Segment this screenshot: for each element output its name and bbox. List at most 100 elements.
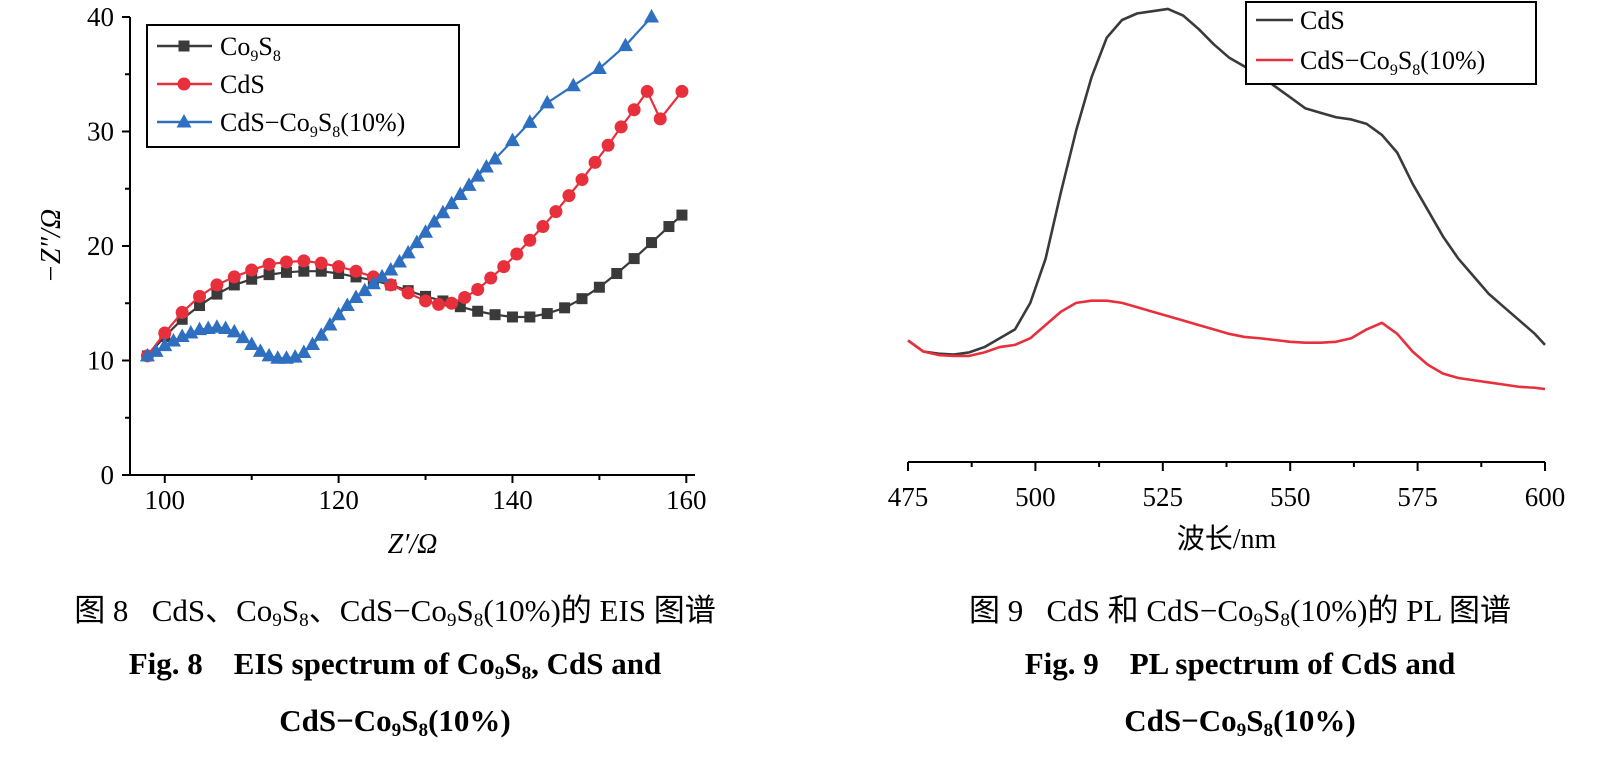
data-point-legend bbox=[178, 40, 190, 52]
data-point-21 bbox=[322, 317, 338, 331]
x-tick-label: 575 bbox=[1397, 482, 1438, 512]
data-point-26 bbox=[549, 205, 563, 219]
fig9-caption-prefix: 图 9 bbox=[969, 593, 1024, 628]
data-point-3 bbox=[193, 289, 207, 303]
data-point-35 bbox=[444, 195, 460, 210]
data-point-22 bbox=[331, 306, 347, 321]
x-tick-label: 525 bbox=[1143, 482, 1184, 512]
subscript: 8 bbox=[1263, 719, 1274, 741]
data-point-10 bbox=[226, 323, 242, 338]
data-point-8 bbox=[280, 266, 292, 278]
data-point-32 bbox=[418, 224, 434, 238]
data-point-38 bbox=[470, 168, 486, 182]
data-point-23 bbox=[541, 308, 553, 320]
subscript: 9 bbox=[272, 609, 282, 631]
data-point-26 bbox=[365, 275, 381, 290]
data-point-20 bbox=[313, 327, 329, 341]
series-2 bbox=[139, 9, 660, 364]
data-point-34 bbox=[435, 204, 451, 219]
data-point-25 bbox=[536, 220, 550, 234]
data-point-31 bbox=[676, 209, 688, 221]
fig8-caption-cn: 图 8 CdS、Co9S8、CdS−Co9S8(10%)的 EIS 图谱 bbox=[0, 585, 790, 630]
data-point-37 bbox=[461, 177, 477, 191]
series-1 bbox=[907, 299, 1546, 391]
data-point-16 bbox=[419, 294, 433, 308]
fig8-caption-part1: CdS、Co bbox=[151, 593, 273, 628]
subscript: 9 bbox=[1236, 719, 1247, 741]
fig8-caption-part5: (10%)的 EIS 图谱 bbox=[483, 593, 716, 628]
fig8-en2-text-b: S bbox=[401, 703, 419, 738]
data-point-9 bbox=[298, 265, 310, 277]
data-point-30 bbox=[400, 244, 416, 259]
data-point-18 bbox=[454, 301, 466, 313]
fig9-en-prefix: Fig. 9 bbox=[1024, 646, 1099, 681]
data-point-7 bbox=[263, 269, 275, 281]
data-point-36 bbox=[452, 186, 468, 200]
pl-chart: 475 500 525 550 575 600 波长/nm CdS CdS−Co9S8(10%) bbox=[888, 1, 1565, 555]
data-point-32 bbox=[627, 103, 641, 117]
y-tick-label: 30 bbox=[87, 117, 114, 147]
x-tick-label: 550 bbox=[1270, 482, 1311, 512]
y-tick-label: 40 bbox=[87, 2, 114, 32]
data-point-18 bbox=[296, 344, 312, 358]
data-point-3 bbox=[194, 300, 206, 312]
legend-box bbox=[1245, 1, 1537, 85]
fig9-en2-text-c: (10%) bbox=[1273, 703, 1356, 738]
data-point-7 bbox=[262, 257, 276, 271]
x-tick-label: 500 bbox=[1015, 482, 1056, 512]
fig8-caption-prefix: 图 8 bbox=[74, 593, 129, 628]
data-point-21 bbox=[484, 271, 498, 285]
data-point-legend bbox=[177, 77, 191, 91]
axes: 475 500 525 550 575 600 波长/nm bbox=[888, 461, 1565, 555]
x-tick-label: 120 bbox=[318, 485, 359, 515]
data-point-20 bbox=[471, 283, 485, 297]
subscript: 8 bbox=[521, 662, 532, 684]
data-point-14 bbox=[261, 347, 277, 362]
data-point-11 bbox=[333, 267, 345, 279]
data-point-25 bbox=[576, 293, 588, 305]
fig9-caption-part3: (10%)的 PL 图谱 bbox=[1289, 593, 1511, 628]
fig9-caption-part1: CdS 和 CdS−Co bbox=[1046, 593, 1254, 628]
data-point-27 bbox=[562, 189, 576, 203]
data-point-10 bbox=[314, 256, 328, 270]
data-point-9 bbox=[218, 320, 234, 334]
data-point-24 bbox=[348, 289, 364, 304]
x-axis-label: 波长/nm bbox=[1177, 523, 1277, 555]
subscript: 8 bbox=[299, 609, 309, 631]
fig9-caption-en-line1: Fig. 9 PL spectrum of CdS and bbox=[860, 646, 1613, 682]
data-point-10 bbox=[315, 265, 327, 277]
data-point-28 bbox=[628, 253, 640, 265]
subscript: 9 bbox=[391, 719, 402, 741]
data-point-4 bbox=[210, 278, 224, 292]
series-1 bbox=[140, 84, 689, 363]
data-point-27 bbox=[611, 267, 623, 279]
data-point-8 bbox=[279, 255, 293, 269]
eis-chart: 100 120 140 160 0 10 20 30 40 Z′/Ω −Z″/Ω Co9S8 CdS Cd… bbox=[36, 2, 707, 560]
data-point-28 bbox=[383, 262, 399, 276]
data-point-31 bbox=[409, 234, 425, 249]
data-point-34 bbox=[653, 112, 667, 126]
y-axis-label: −Z″/Ω bbox=[36, 209, 67, 283]
data-point-40 bbox=[487, 150, 503, 165]
data-point-5 bbox=[183, 325, 199, 339]
series-line bbox=[907, 299, 1546, 391]
data-point-0 bbox=[139, 347, 155, 362]
data-point-9 bbox=[297, 254, 311, 268]
data-point-5 bbox=[228, 279, 240, 291]
data-point-27 bbox=[374, 268, 390, 283]
data-point-24 bbox=[523, 233, 537, 247]
legend-label: Co9S8 bbox=[220, 32, 281, 65]
data-point-15 bbox=[401, 286, 415, 300]
data-point-30 bbox=[663, 221, 675, 233]
data-point-31 bbox=[614, 120, 628, 134]
data-point-12 bbox=[244, 336, 260, 350]
data-point-17 bbox=[432, 297, 446, 311]
data-point-1 bbox=[158, 326, 172, 340]
data-point-39 bbox=[478, 158, 494, 173]
x-axis-label: Z′/Ω bbox=[388, 529, 438, 560]
data-point-13 bbox=[252, 343, 268, 357]
data-point-35 bbox=[675, 84, 689, 98]
data-point-28 bbox=[575, 173, 589, 187]
data-point-26 bbox=[593, 281, 605, 293]
data-point-11 bbox=[332, 260, 346, 274]
